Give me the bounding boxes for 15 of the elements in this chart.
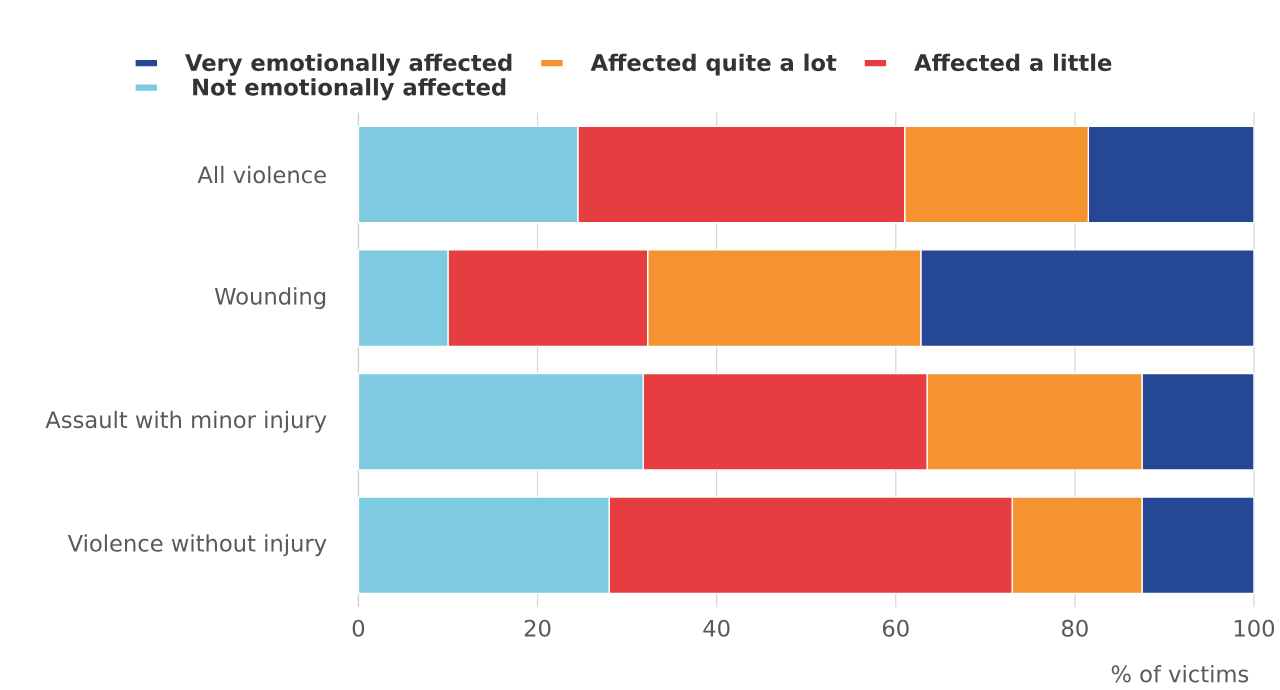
legend-label: Very emotionally affected bbox=[185, 53, 512, 76]
x-axis-title: % of victims bbox=[1111, 665, 1249, 683]
y-tick-label: All violence bbox=[197, 165, 326, 184]
legend-label: Not emotionally affected bbox=[193, 78, 506, 101]
x-tick-label: 80 bbox=[1062, 619, 1088, 637]
legend-label: Affected quite a lot bbox=[590, 53, 837, 76]
y-tick-label: Violence without injury bbox=[67, 534, 327, 557]
x-tick-label: 0 bbox=[352, 619, 365, 637]
x-tick-label: 100 bbox=[1234, 619, 1275, 637]
x-tick-label: 20 bbox=[524, 619, 551, 637]
x-tick-label: 60 bbox=[882, 619, 909, 637]
legend-label: Affected a little bbox=[914, 53, 1112, 72]
y-tick-label: Assault with minor injury bbox=[45, 410, 327, 433]
y-tick-label: Wounding bbox=[214, 287, 326, 310]
x-tick-label: 40 bbox=[703, 619, 730, 637]
